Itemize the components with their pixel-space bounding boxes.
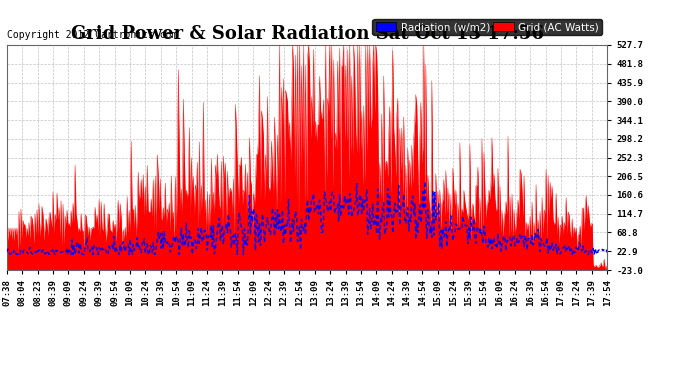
Legend: Radiation (w/m2), Grid (AC Watts): Radiation (w/m2), Grid (AC Watts): [373, 19, 602, 35]
Title: Grid Power & Solar Radiation Sat Oct 13 17:56: Grid Power & Solar Radiation Sat Oct 13 …: [70, 26, 544, 44]
Text: Copyright 2012 Cartronics.com: Copyright 2012 Cartronics.com: [7, 30, 177, 40]
